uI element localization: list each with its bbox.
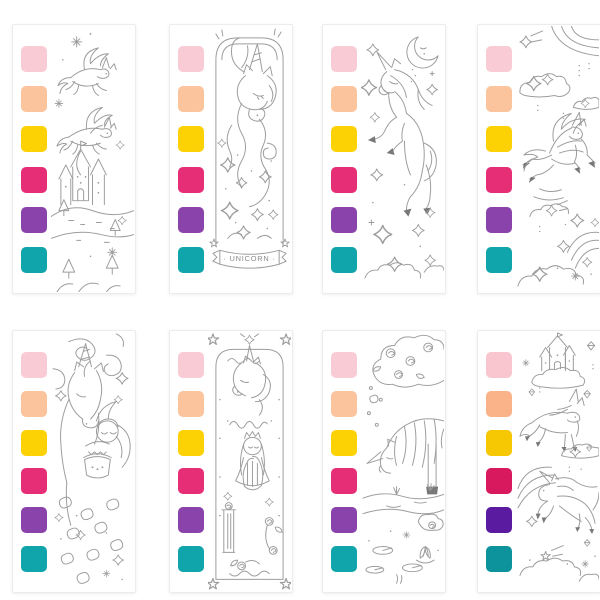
paint-swatches (486, 46, 512, 273)
pegasus-rainbow-illustration (517, 26, 599, 287)
bookmark-card-unicorn-banner: · UNICORN · (169, 24, 293, 294)
paint-swatch-purple (331, 206, 357, 233)
cloud-castle-unicorns-illustration (517, 332, 599, 582)
paint-swatch-yellow (486, 126, 512, 153)
paint-swatch-teal (21, 246, 47, 273)
paint-swatch-magenta (331, 468, 357, 495)
unicorn-pond-illustration (362, 334, 444, 584)
paint-swatch-magenta (331, 166, 357, 193)
paint-swatch-peach (486, 86, 512, 113)
paint-swatch-teal (178, 545, 204, 572)
paint-swatch-magenta (178, 166, 204, 193)
paint-swatch-teal (21, 545, 47, 572)
princess-harp-illustration (208, 333, 291, 590)
paint-swatch-pink (486, 352, 512, 378)
paint-swatch-purple (21, 206, 47, 233)
paint-swatch-pink (21, 46, 47, 72)
paint-swatches (178, 46, 204, 273)
paint-swatch-purple (178, 206, 204, 233)
paint-swatch-magenta (486, 166, 512, 193)
paint-swatches (178, 352, 204, 572)
paint-swatch-peach (21, 390, 47, 417)
paint-swatch-peach (486, 390, 512, 417)
castle-flying-unicorns-illustration (51, 33, 134, 292)
bookmark-card-girl-unicorn (12, 330, 136, 593)
paint-swatch-yellow (178, 126, 204, 153)
paint-swatch-pink (21, 352, 47, 378)
paint-swatch-teal (178, 246, 204, 273)
paint-swatch-purple (178, 507, 204, 534)
girl-hugging-unicorn-illustration (52, 333, 131, 584)
paint-swatch-peach (178, 390, 204, 417)
paint-swatch-pink (178, 46, 204, 72)
paint-swatch-peach (21, 86, 47, 113)
paint-swatch-yellow (178, 429, 204, 456)
paint-swatch-pink (486, 46, 512, 72)
bookmark-card-unicorn-pond (322, 330, 446, 593)
paint-swatch-teal (331, 545, 357, 572)
paint-swatch-yellow (486, 429, 512, 456)
paint-swatch-purple (331, 507, 357, 534)
bookmark-card-unicorn-moon (322, 24, 446, 294)
paint-swatch-magenta (178, 468, 204, 495)
paint-swatch-purple (486, 206, 512, 233)
bookmark-card-castle-unicorns (12, 24, 136, 294)
paint-swatch-magenta (21, 166, 47, 193)
paint-swatches (331, 46, 357, 273)
paint-swatches (21, 46, 47, 273)
bookmark-card-pegasus-rainbow (477, 24, 600, 294)
unicorn-banner-illustration: · UNICORN · (209, 28, 290, 269)
paint-swatch-magenta (486, 468, 512, 495)
paint-swatch-yellow (331, 429, 357, 456)
paint-swatch-purple (21, 507, 47, 534)
paint-swatch-teal (486, 545, 512, 572)
paint-swatch-pink (331, 352, 357, 378)
paint-swatch-teal (486, 246, 512, 273)
paint-swatch-yellow (21, 126, 47, 153)
paint-swatch-magenta (21, 468, 47, 495)
unicorn-banner-text: · UNICORN · (223, 254, 275, 263)
paint-swatch-pink (178, 352, 204, 378)
bookmark-card-cloud-castle (477, 330, 600, 593)
paint-swatch-peach (331, 86, 357, 113)
prancing-unicorn-illustration (361, 36, 444, 279)
paint-swatch-yellow (331, 126, 357, 153)
paint-swatches (331, 352, 357, 572)
paint-swatch-teal (331, 246, 357, 273)
paint-swatch-peach (331, 390, 357, 417)
bookmark-card-princess-harp (169, 330, 293, 593)
paint-swatches (21, 352, 47, 572)
paint-swatches (486, 352, 512, 572)
paint-swatch-purple (486, 507, 512, 534)
paint-swatch-yellow (21, 429, 47, 456)
paint-swatch-pink (331, 46, 357, 72)
paint-swatch-peach (178, 86, 204, 113)
